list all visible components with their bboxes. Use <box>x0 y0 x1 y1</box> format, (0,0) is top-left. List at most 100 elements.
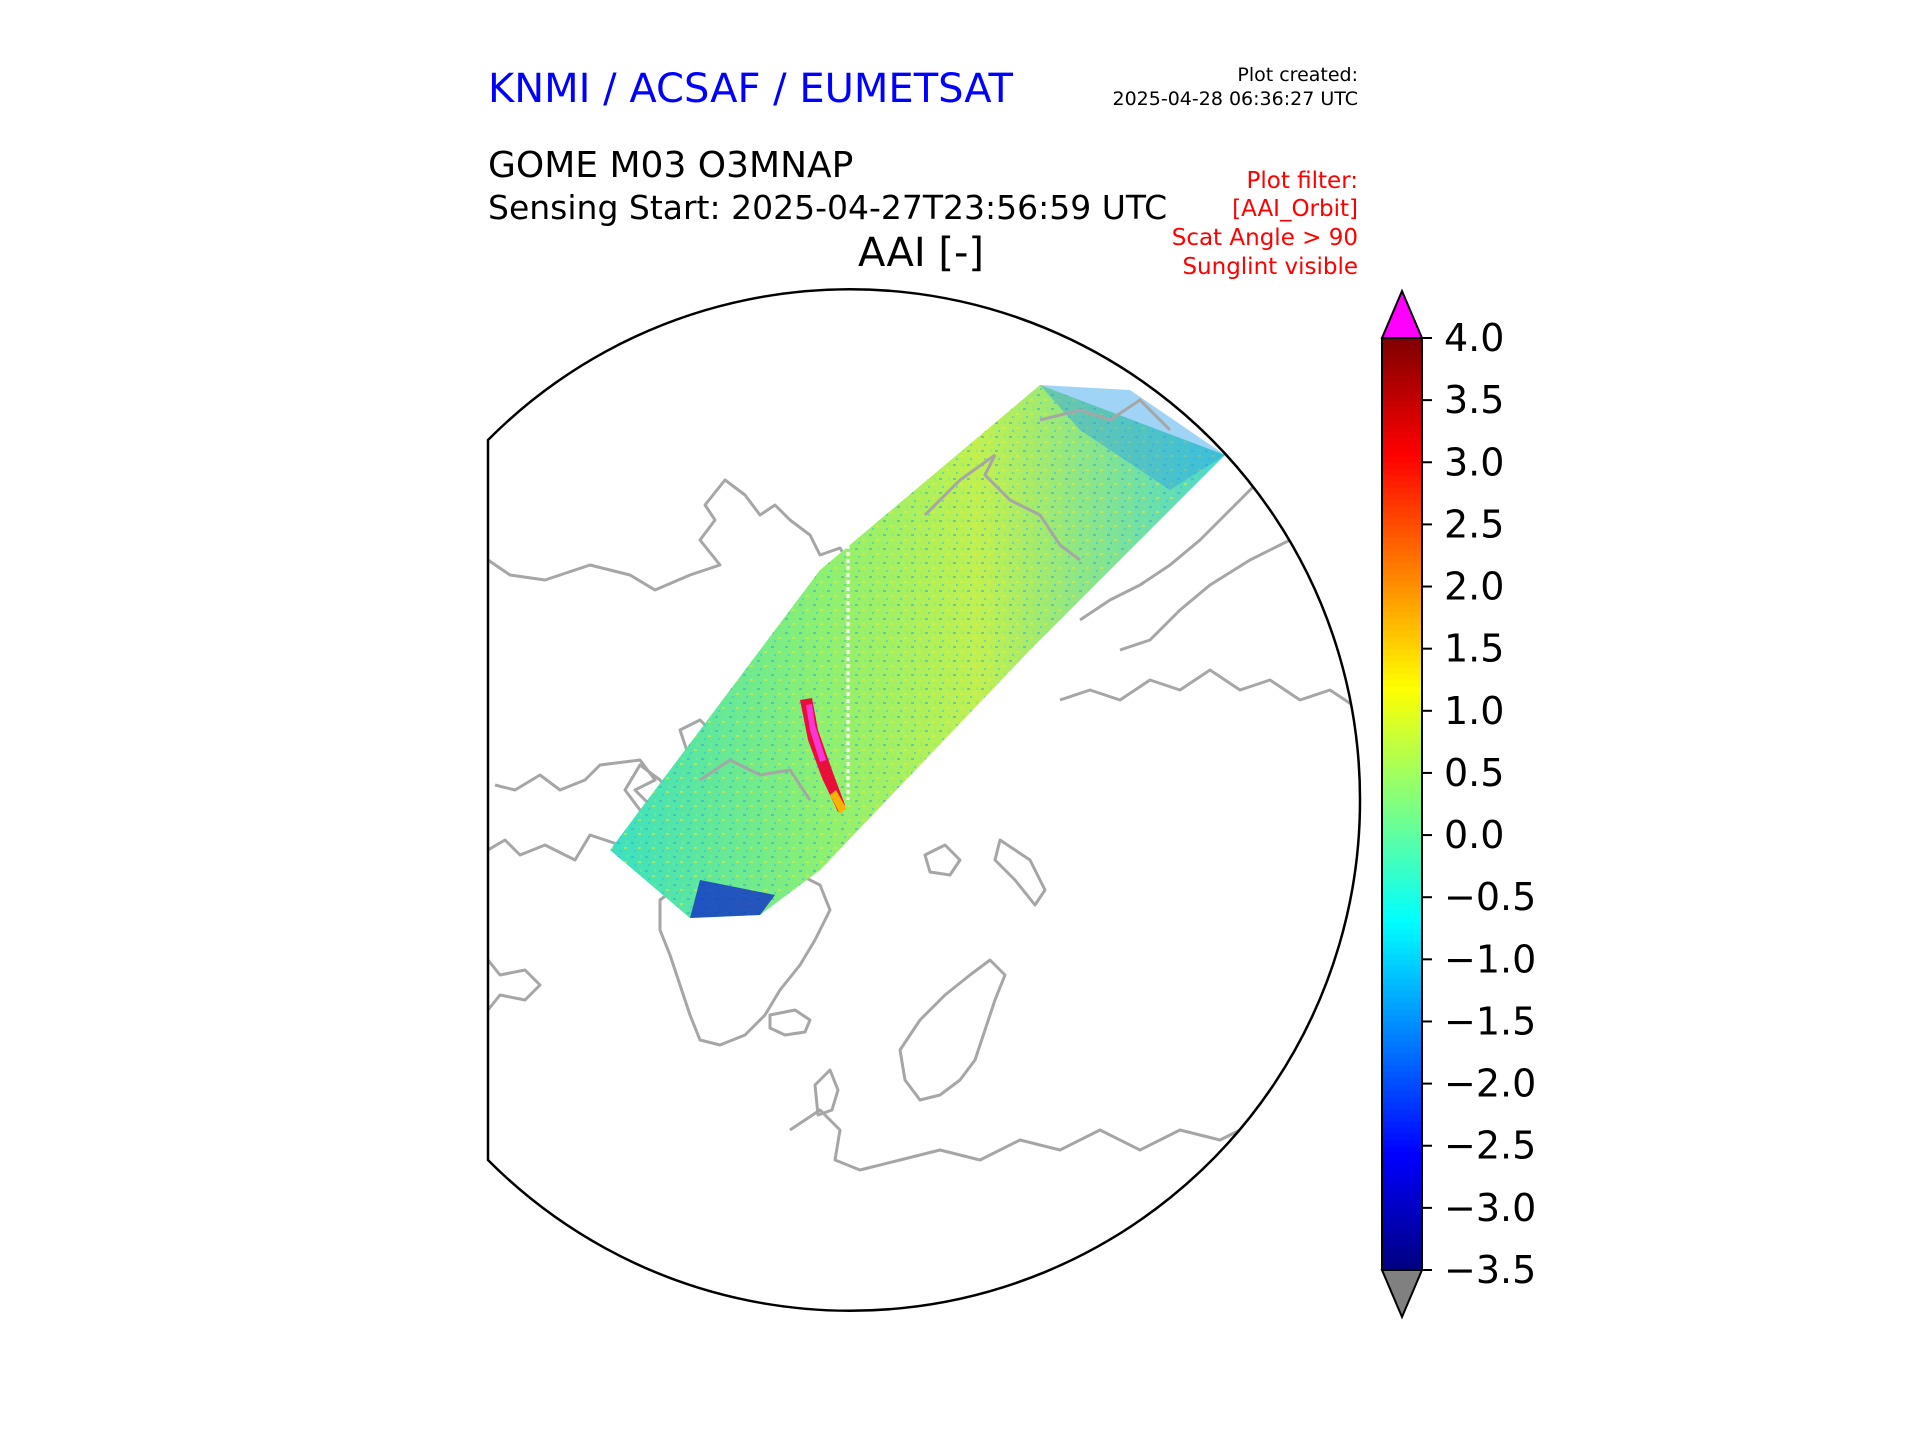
coastline-svalbard <box>923 843 962 877</box>
colorbar-segment <box>1382 804 1422 811</box>
colorbar-segment <box>1382 480 1422 488</box>
colorbar-segment <box>1382 1021 1422 1029</box>
map-boundary <box>486 288 1362 1312</box>
colorbar-segment <box>1382 965 1422 973</box>
colorbar-tick-label: −2.5 <box>1444 1124 1536 1168</box>
colorbar-segment <box>1382 890 1422 898</box>
colorbar-tick-label: 1.0 <box>1444 689 1504 733</box>
colorbar-segment <box>1382 623 1422 631</box>
colorbar-segment <box>1382 785 1422 793</box>
colorbar-segment <box>1382 959 1422 967</box>
colorbar-segment <box>1382 536 1422 544</box>
colorbar-segment <box>1382 511 1422 519</box>
colorbar-segment <box>1382 940 1422 948</box>
colorbar-segment <box>1382 685 1422 693</box>
colorbar-segment <box>1382 909 1422 917</box>
colorbar-tick-label: 2.5 <box>1444 502 1504 546</box>
colorbar-segment <box>1382 679 1422 687</box>
colorbar-segment <box>1382 928 1422 936</box>
colorbar-segment <box>1382 841 1422 849</box>
colorbar-segment <box>1382 338 1422 345</box>
colorbar-segment <box>1382 779 1422 786</box>
colorbar-segment <box>1382 1052 1422 1060</box>
colorbar-segment <box>1382 561 1422 569</box>
colorbar-segment <box>1382 424 1422 432</box>
colorbar-segment <box>1382 574 1422 581</box>
colorbar-frame <box>1381 337 1423 1271</box>
colorbar-segment <box>1382 1083 1422 1091</box>
colorbar-tick-label: −1.0 <box>1444 937 1536 981</box>
colorbar-segment <box>1382 984 1422 991</box>
colorbar-segment <box>1382 1102 1422 1110</box>
colorbar-segment <box>1382 456 1422 463</box>
colorbar-tick-label: 0.0 <box>1444 813 1504 857</box>
colorbar-segment <box>1382 1176 1422 1184</box>
filter-line: Sunglint visible <box>1182 254 1358 280</box>
colorbar-segment <box>1382 872 1422 880</box>
colorbar-segment <box>1382 648 1422 656</box>
colorbar-segment <box>1382 772 1422 780</box>
colorbar-over-extension <box>1380 288 1424 339</box>
colorbar-segment <box>1382 735 1422 743</box>
colorbar-segment <box>1382 605 1422 612</box>
plot-created-label: Plot created: <box>1237 64 1358 86</box>
colorbar-segment <box>1382 1164 1422 1172</box>
colorbar-segment <box>1382 717 1422 724</box>
colorbar-segment <box>1382 412 1422 420</box>
colorbar-segment <box>1382 636 1422 644</box>
colorbar-segment <box>1382 630 1422 637</box>
colorbar-segment <box>1382 977 1422 985</box>
colorbar-segment <box>1382 592 1422 600</box>
colorbar-segment <box>1382 897 1422 905</box>
filter-line: Scat Angle > 90 <box>1171 225 1358 251</box>
colorbar-segment <box>1382 866 1422 873</box>
colorbar-segment <box>1382 362 1422 370</box>
colorbar-segment <box>1382 1009 1422 1016</box>
colorbar-segment <box>1382 953 1422 960</box>
colorbar-segment <box>1382 797 1422 805</box>
coastline-north-america <box>488 758 657 862</box>
colorbar-segment <box>1382 642 1422 650</box>
colorbar-segment <box>1382 1245 1422 1252</box>
colorbar-segment <box>1382 1015 1422 1023</box>
colorbar-segment <box>1382 1151 1422 1159</box>
colorbar-segment <box>1382 387 1422 395</box>
colorbar-segment <box>1382 915 1422 923</box>
colorbar-segment <box>1382 1096 1422 1103</box>
colorbar-segment <box>1382 878 1422 886</box>
colorbar-segment <box>1382 598 1422 606</box>
colorbar-under-extension <box>1380 1269 1424 1320</box>
colorbar-segment <box>1382 505 1422 513</box>
colorbar-segment <box>1382 487 1422 494</box>
colorbar-segment <box>1382 468 1422 476</box>
colorbar-segment <box>1382 729 1422 737</box>
colorbar-segment <box>1382 1158 1422 1165</box>
colorbar-segment <box>1382 884 1422 892</box>
colorbar-segment <box>1382 462 1422 470</box>
colorbar-segment <box>1382 1120 1422 1128</box>
coastline-novaya-zemlya <box>993 838 1047 907</box>
colorbar-tick-label: −3.5 <box>1444 1248 1536 1292</box>
colorbar-segment <box>1382 1145 1422 1153</box>
colorbar-segment <box>1382 443 1422 451</box>
colorbar-segment <box>1382 1127 1422 1134</box>
colorbar-segment <box>1382 1214 1422 1221</box>
colorbar-tick-label: 1.5 <box>1444 627 1504 671</box>
colorbar-segment <box>1382 549 1422 557</box>
colorbar-segment <box>1382 474 1422 482</box>
colorbar-segment <box>1382 723 1422 731</box>
colorbar-segment <box>1382 1183 1422 1190</box>
colorbar-segment <box>1382 990 1422 998</box>
colorbar-tick-label: 3.0 <box>1444 440 1504 484</box>
colorbar-tick-label: −3.0 <box>1444 1186 1536 1230</box>
colorbar-segment <box>1382 493 1422 501</box>
colorbar-segment <box>1382 1226 1422 1234</box>
colorbar-segment <box>1382 437 1422 445</box>
colorbar-segment <box>1382 673 1422 681</box>
coastline-alaska <box>488 478 852 592</box>
colorbar-segment <box>1382 971 1422 979</box>
colorbar-segment <box>1382 741 1422 749</box>
colorbar-tick-label: −2.0 <box>1444 1062 1536 1106</box>
colorbar-segment <box>1382 586 1422 594</box>
